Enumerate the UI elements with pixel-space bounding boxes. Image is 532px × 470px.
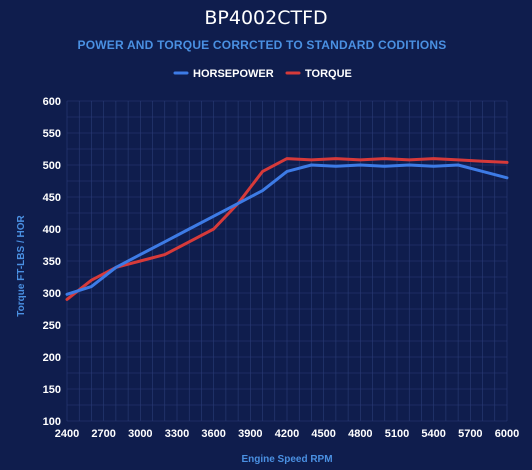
y-tick-label: 500 — [43, 160, 61, 172]
x-tick-label: 5700 — [458, 428, 482, 440]
x-tick-label: 4500 — [311, 428, 335, 440]
x-axis-ticks: 2400 2700 3000 3300 3600 3900 4200 4500 4800 5100… — [55, 428, 519, 440]
y-tick-label: 600 — [43, 96, 61, 108]
y-tick-label: 550 — [43, 128, 61, 140]
series-line-torque — [65, 157, 509, 301]
legend-label-horsepower: HORSEPOWER — [193, 68, 274, 80]
x-tick-label: 3000 — [128, 428, 152, 440]
legend-label-torque: TORQUE — [305, 68, 352, 80]
y-axis-label: Torque FT-LBS / HOR — [16, 214, 27, 316]
legend: HORSEPOWER TORQUE — [173, 68, 352, 80]
x-tick-label: 4800 — [348, 428, 372, 440]
y-axis-ticks: 100 150 200 250 300 350 400 450 500 550 600 — [43, 96, 61, 428]
x-tick-label: 5100 — [385, 428, 409, 440]
chart-subtitle: POWER AND TORQUE CORRCTED TO STANDARD CO… — [78, 38, 447, 52]
x-tick-label: 2700 — [91, 428, 115, 440]
x-tick-label: 3600 — [201, 428, 225, 440]
x-tick-label: 6000 — [495, 428, 519, 440]
y-tick-label: 250 — [43, 320, 61, 332]
x-tick-label: 2400 — [55, 428, 79, 440]
y-tick-label: 350 — [43, 256, 61, 268]
x-tick-label: 3300 — [165, 428, 189, 440]
y-tick-label: 150 — [43, 384, 61, 396]
grid — [66, 100, 508, 422]
y-tick-label: 300 — [43, 288, 61, 300]
x-tick-label: 4200 — [275, 428, 299, 440]
y-tick-label: 200 — [43, 352, 61, 364]
chart-title: BP4002CTFD — [204, 7, 327, 29]
series-line-horsepower — [65, 163, 509, 296]
series-lines — [65, 157, 509, 301]
y-tick-label: 450 — [43, 192, 61, 204]
y-tick-label: 100 — [43, 416, 61, 428]
x-tick-label: 3900 — [238, 428, 262, 440]
x-axis-label: Engine Speed RPM — [241, 454, 332, 465]
x-tick-label: 5400 — [421, 428, 445, 440]
y-tick-label: 400 — [43, 224, 61, 236]
